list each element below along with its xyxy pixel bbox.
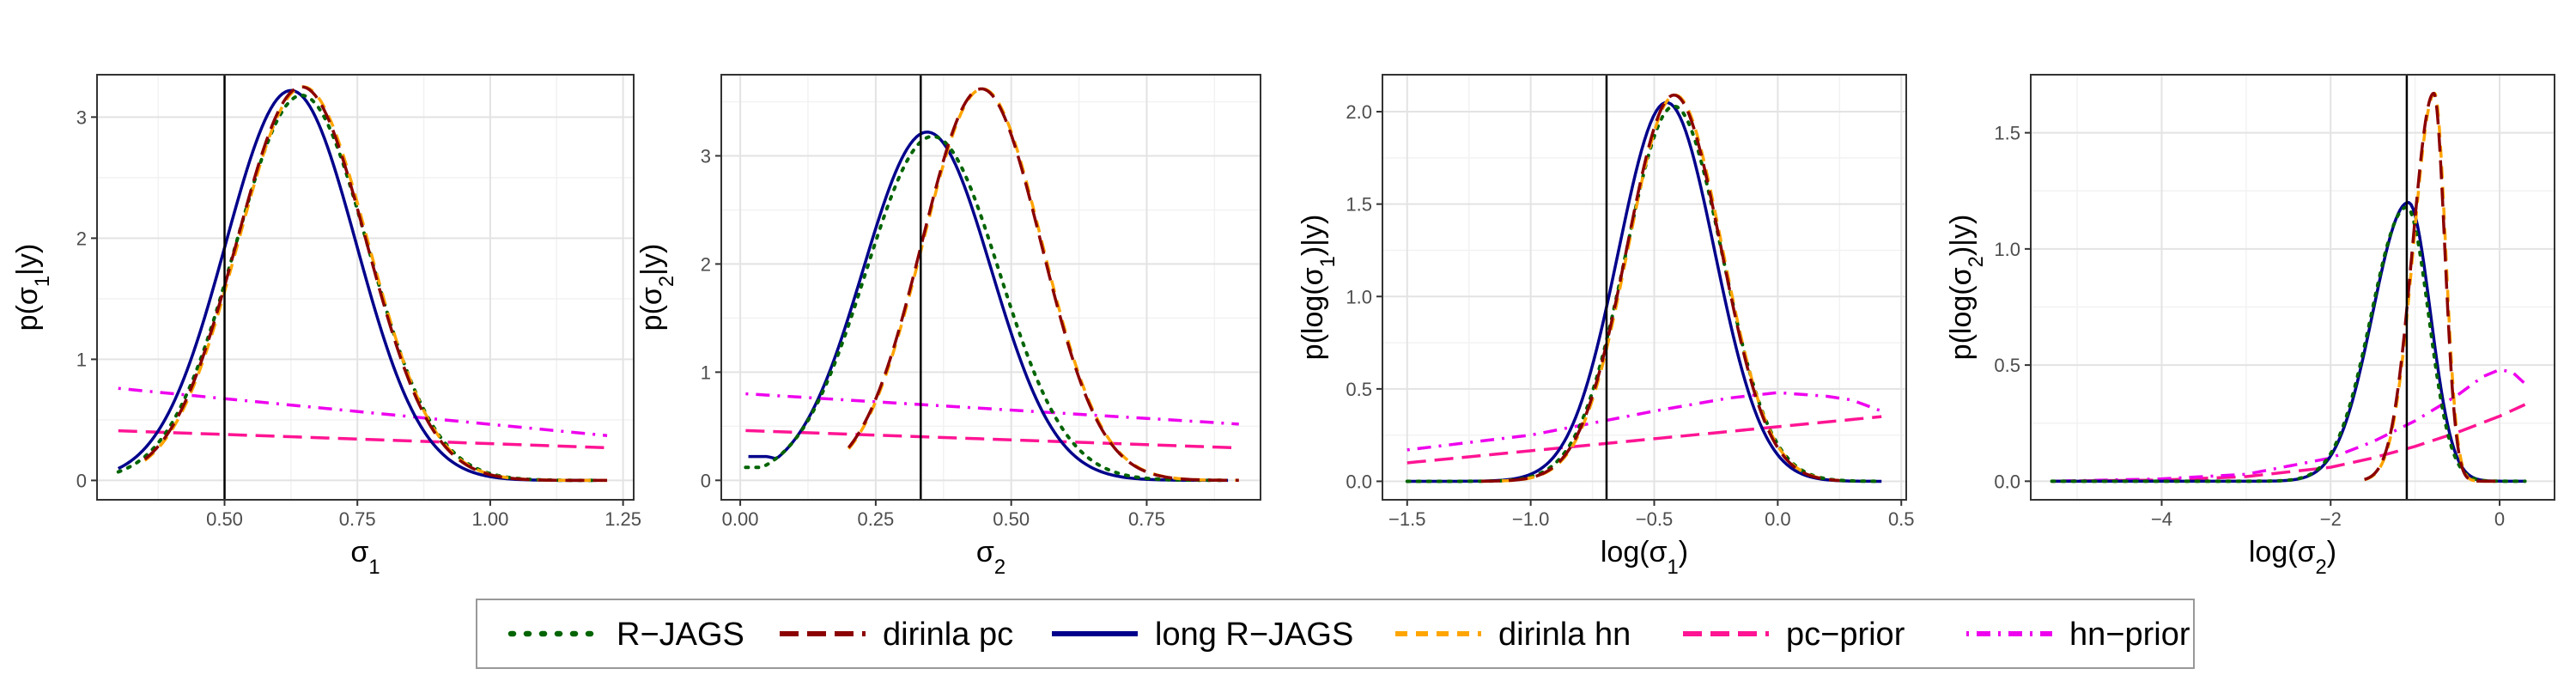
legend-item-hn-prior: hn−prior [1966,617,2190,653]
x-tick-label: 1.25 [605,508,641,530]
series-line-r-jags [1405,104,1884,483]
series-group [2050,91,2527,483]
x-axis-title: log(σ1) [1601,536,1688,579]
x-tick-label: −0.5 [1636,508,1673,530]
y-tick-label: 0 [76,470,87,491]
legend-label-r-jags: R−JAGS [617,617,744,653]
panel-1: 0.50 0.75 1.00 1.25 0 1 2 3 σ1 p(σ1|y) [11,74,641,579]
y-axis-title: p(log(σ2)|y) [1945,215,1988,361]
series-group [116,85,608,483]
y-tick-label: 0.0 [1994,471,2020,492]
y-tick-label: 1.0 [1994,239,2020,260]
series-line-hn-prior [1406,391,1882,452]
series-line-r-jags [744,134,1230,483]
plot-background [2031,75,2555,500]
y-tick-label: 1 [701,362,711,383]
y-tick-label: 3 [701,145,711,167]
y-tick-label: 0 [701,470,711,491]
panel-border [1382,74,1907,501]
legend-label-dirinla-pc: dirinla pc [883,617,1013,653]
x-tick-label: 0.5 [1888,508,1915,530]
y-tick-label: 2.0 [1346,101,1372,123]
x-tick-label: 1.00 [472,508,509,530]
legend-label-hn-prior: hn−prior [2069,617,2190,653]
x-tick-label: 0.50 [993,508,1030,530]
x-tick-label: 0.50 [206,508,243,530]
x-tick-label: 0.00 [722,508,759,530]
panel-3: −1.5 −1.0 −0.5 0.0 0.5 0.0 0.5 1.0 1.5 2.0 log(σ1)… [1297,74,1915,579]
y-tick-label: 2 [76,228,87,249]
panel-4: −4 −2 0 0.0 0.5 1.0 1.5 log(σ2) p(log(σ2)|y) [1945,74,2555,579]
legend-label-pc-prior: pc−prior [1786,617,1905,653]
legend-item-dirinla-hn: dirinla hn [1395,617,1631,653]
legend-item-long-r-jags: long R−JAGS [1052,617,1353,653]
series-line-hn-prior [118,386,608,438]
y-tick-label: 3 [76,106,87,128]
y-tick-label: 0.0 [1346,471,1372,492]
series-line-dirinla-pc [143,85,608,483]
series-line-hn-prior [2051,368,2526,483]
legend-item-dirinla-pc: dirinla pc [780,617,1013,653]
y-tick-label: 1.0 [1346,286,1372,307]
y-tick-label: 0.5 [1994,355,2020,376]
y-tick-label: 2 [701,253,711,275]
x-tick-label: 0.75 [1128,508,1165,530]
legend: R−JAGS dirinla pc long R−JAGS dirinla hn pc−… [476,599,2195,669]
y-axis-title: p(log(σ1)|y) [1297,215,1340,361]
x-tick-label: −4 [2151,508,2172,530]
x-tick-label: 0.75 [339,508,376,530]
y-axis-title: p(σ2|y) [635,244,678,331]
legend-label-dirinla-hn: dirinla hn [1498,617,1631,653]
x-axis-title: σ2 [976,536,1005,579]
legend-label-long-r-jags: long R−JAGS [1155,617,1353,653]
x-tick-label: 0.0 [1765,508,1791,530]
legend-box [476,599,2195,669]
series-line-hn-prior [745,392,1239,426]
series-line-pc-prior [1406,415,1882,465]
series-line-dirinla-pc [847,87,1239,483]
series-line-dirinla-pc [1481,93,1840,483]
panel-border [2030,74,2555,501]
legend-item-pc-prior: pc−prior [1683,617,1905,653]
x-axis-title: σ1 [350,536,380,579]
series-group [744,87,1239,483]
x-tick-label: −2 [2320,508,2342,530]
panel-border [720,74,1261,501]
plot-background [97,75,634,500]
series-line-dirinla-hn [1481,94,1840,483]
y-tick-label: 1 [76,349,87,370]
y-tick-label: 0.5 [1346,379,1372,400]
x-tick-label: −1.5 [1388,508,1425,530]
series-line-r-jags [2050,205,2527,483]
series-line-pc-prior [2051,403,2526,483]
series-group [1405,93,1884,483]
x-tick-label: 0.25 [857,508,894,530]
panel-border [96,74,635,501]
x-axis-title: log(σ2) [2249,536,2336,579]
y-tick-label: 1.5 [1346,194,1372,216]
y-tick-label: 1.5 [1994,123,2020,144]
plot-background [721,75,1261,500]
panel-2: 0.00 0.25 0.50 0.75 0 1 2 3 σ2 p(σ2|y) [635,74,1261,579]
y-axis-title: p(σ1|y) [11,244,54,331]
legend-item-r-jags: R−JAGS [507,617,744,653]
x-tick-label: 0 [2494,508,2505,530]
x-tick-label: −1.0 [1512,508,1549,530]
series-line-dirinla-pc [2363,91,2501,483]
